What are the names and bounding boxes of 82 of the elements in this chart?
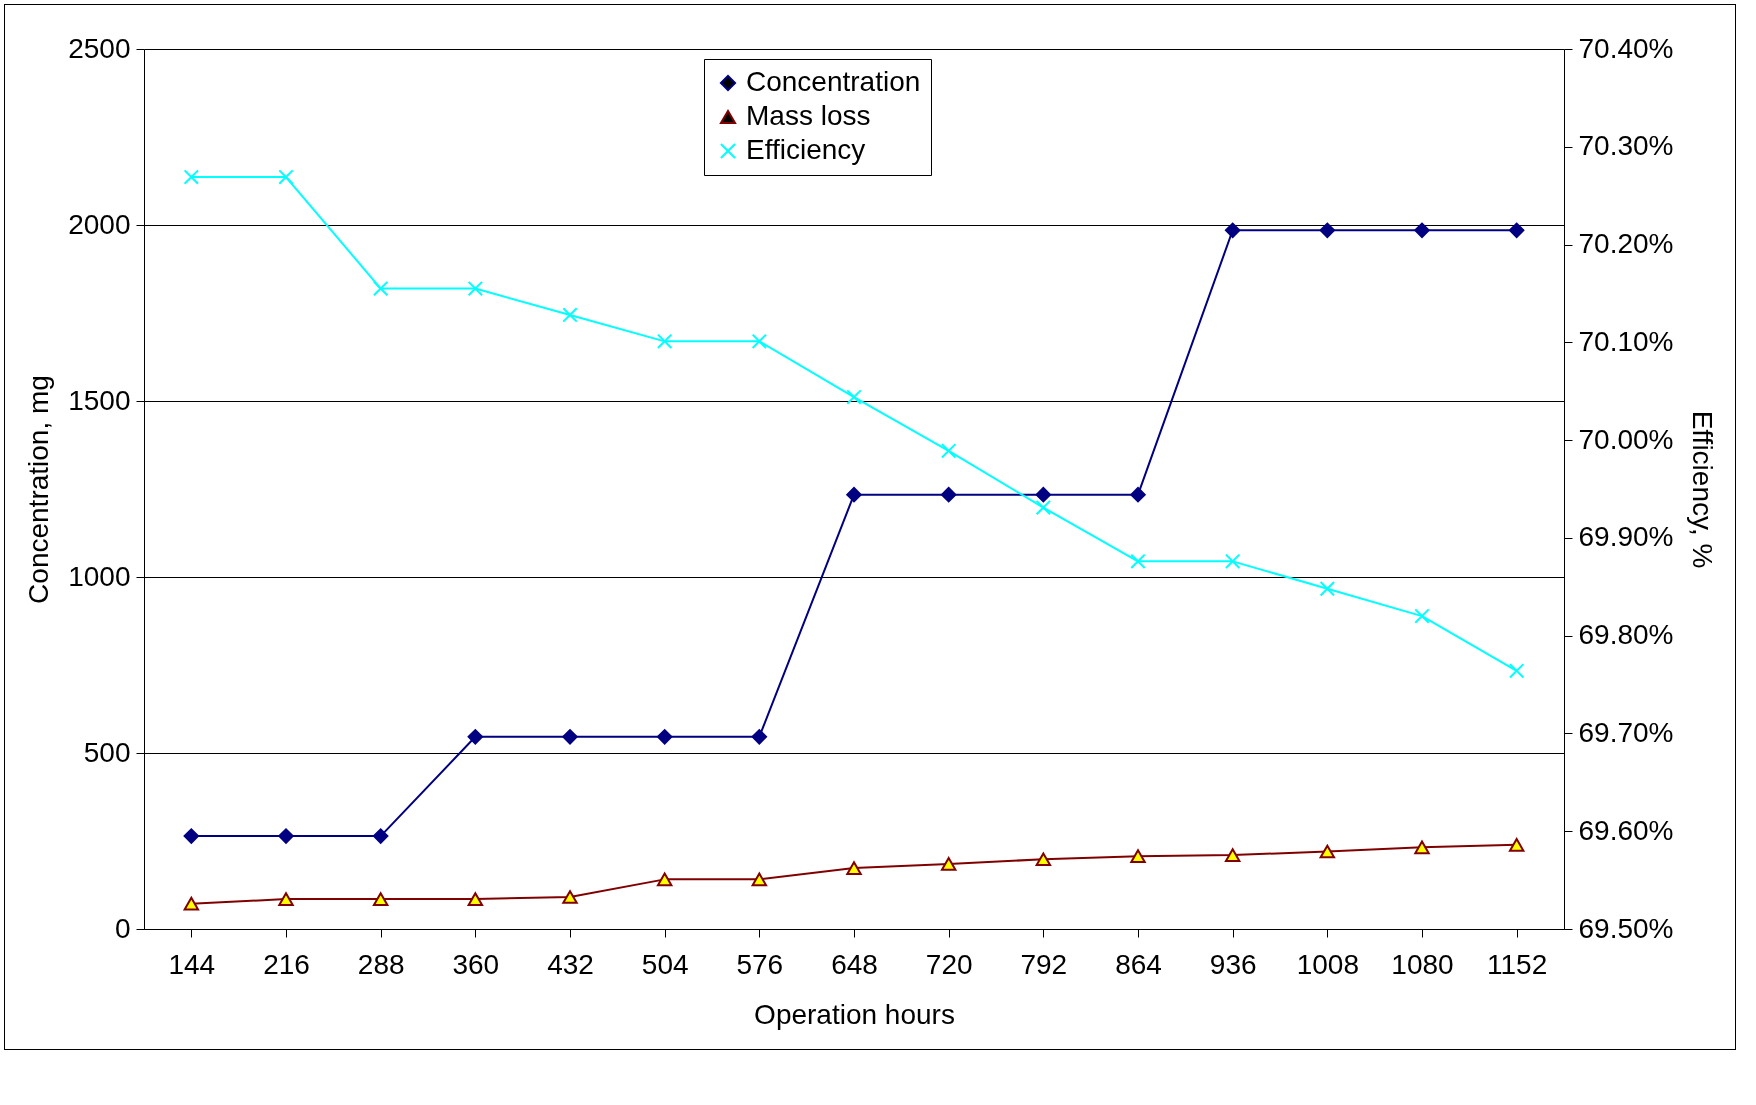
x-tick-label: 720 bbox=[925, 948, 973, 980]
x-tick-label: 216 bbox=[263, 948, 310, 980]
x-tick-label: 648 bbox=[831, 948, 878, 980]
point bbox=[278, 169, 294, 185]
y-tick-label: 0 bbox=[114, 912, 131, 944]
point bbox=[846, 389, 862, 405]
point bbox=[467, 892, 484, 906]
point bbox=[183, 896, 200, 911]
legend-label: Mass loss bbox=[746, 100, 871, 131]
legend-label: Concentration bbox=[746, 66, 921, 97]
point bbox=[1508, 222, 1525, 238]
y2-tick-label: 69.80% bbox=[1578, 619, 1674, 651]
point bbox=[751, 729, 768, 745]
point bbox=[467, 729, 484, 745]
x-tick-label: 432 bbox=[547, 948, 594, 980]
y2-tick-label: 70.10% bbox=[1578, 325, 1674, 357]
point bbox=[940, 857, 957, 871]
x-tick-label: 792 bbox=[1020, 948, 1068, 980]
point bbox=[1035, 852, 1052, 867]
y-axis-title: Concentration, mg bbox=[23, 375, 55, 604]
y-tick-label: 2000 bbox=[68, 208, 131, 240]
y2-tick-label: 69.70% bbox=[1578, 716, 1674, 748]
point bbox=[940, 486, 957, 503]
point bbox=[1508, 838, 1525, 852]
point bbox=[846, 861, 862, 875]
y-tick-label: 1000 bbox=[68, 560, 131, 592]
point bbox=[372, 828, 389, 844]
x-axis-title: Operation hours bbox=[754, 998, 955, 1030]
x-tick-label: 936 bbox=[1209, 948, 1257, 980]
y-tick-label: 500 bbox=[83, 736, 131, 768]
point bbox=[372, 280, 389, 297]
x-tick-label: 288 bbox=[357, 948, 405, 980]
point bbox=[183, 828, 200, 844]
y2-axis-title: Efficiency, % bbox=[1687, 410, 1719, 569]
point bbox=[940, 443, 957, 459]
legend-label: Efficiency bbox=[746, 134, 866, 165]
point bbox=[1319, 222, 1336, 238]
x-tick-label: 1152 bbox=[1487, 948, 1548, 980]
y2-tick-label: 70.30% bbox=[1578, 130, 1674, 162]
point bbox=[1224, 222, 1241, 238]
point bbox=[1035, 486, 1052, 503]
point bbox=[1130, 486, 1146, 503]
x-tick-label: 360 bbox=[452, 948, 500, 980]
point bbox=[1414, 840, 1430, 855]
y-tick-label: 2500 bbox=[68, 32, 131, 64]
point bbox=[278, 828, 294, 844]
point bbox=[656, 729, 673, 745]
x-tick-label: 1080 bbox=[1391, 948, 1454, 980]
x-tick-label: 1008 bbox=[1296, 948, 1359, 980]
y2-tick-label: 69.90% bbox=[1578, 521, 1674, 553]
y2-tick-label: 69.50% bbox=[1578, 912, 1674, 944]
y2-tick-label: 70.00% bbox=[1578, 423, 1674, 455]
y2-tick-label: 70.20% bbox=[1578, 228, 1674, 260]
point bbox=[1508, 663, 1525, 679]
point bbox=[1130, 849, 1146, 863]
point bbox=[1035, 499, 1052, 516]
point bbox=[562, 307, 578, 323]
point bbox=[751, 872, 768, 887]
point bbox=[183, 169, 200, 185]
point bbox=[1224, 553, 1241, 570]
point bbox=[1130, 553, 1146, 570]
y2-tick-label: 70.40% bbox=[1578, 32, 1674, 64]
point bbox=[562, 729, 578, 745]
point bbox=[467, 280, 484, 297]
point bbox=[656, 333, 673, 350]
x-tick-label: 864 bbox=[1115, 948, 1162, 980]
point bbox=[1319, 581, 1336, 597]
point bbox=[656, 872, 673, 887]
y-tick-label: 1500 bbox=[68, 384, 131, 416]
point bbox=[562, 890, 578, 904]
point bbox=[278, 892, 294, 906]
y2-tick-label: 69.60% bbox=[1578, 814, 1674, 846]
point bbox=[372, 892, 389, 906]
point bbox=[1224, 848, 1241, 862]
point bbox=[1319, 844, 1336, 859]
x-tick-label: 504 bbox=[641, 948, 689, 980]
point bbox=[1414, 608, 1430, 624]
point bbox=[846, 486, 862, 503]
x-tick-label: 144 bbox=[168, 948, 216, 980]
point bbox=[751, 333, 768, 350]
x-tick-label: 576 bbox=[736, 948, 784, 980]
point bbox=[1414, 222, 1430, 238]
